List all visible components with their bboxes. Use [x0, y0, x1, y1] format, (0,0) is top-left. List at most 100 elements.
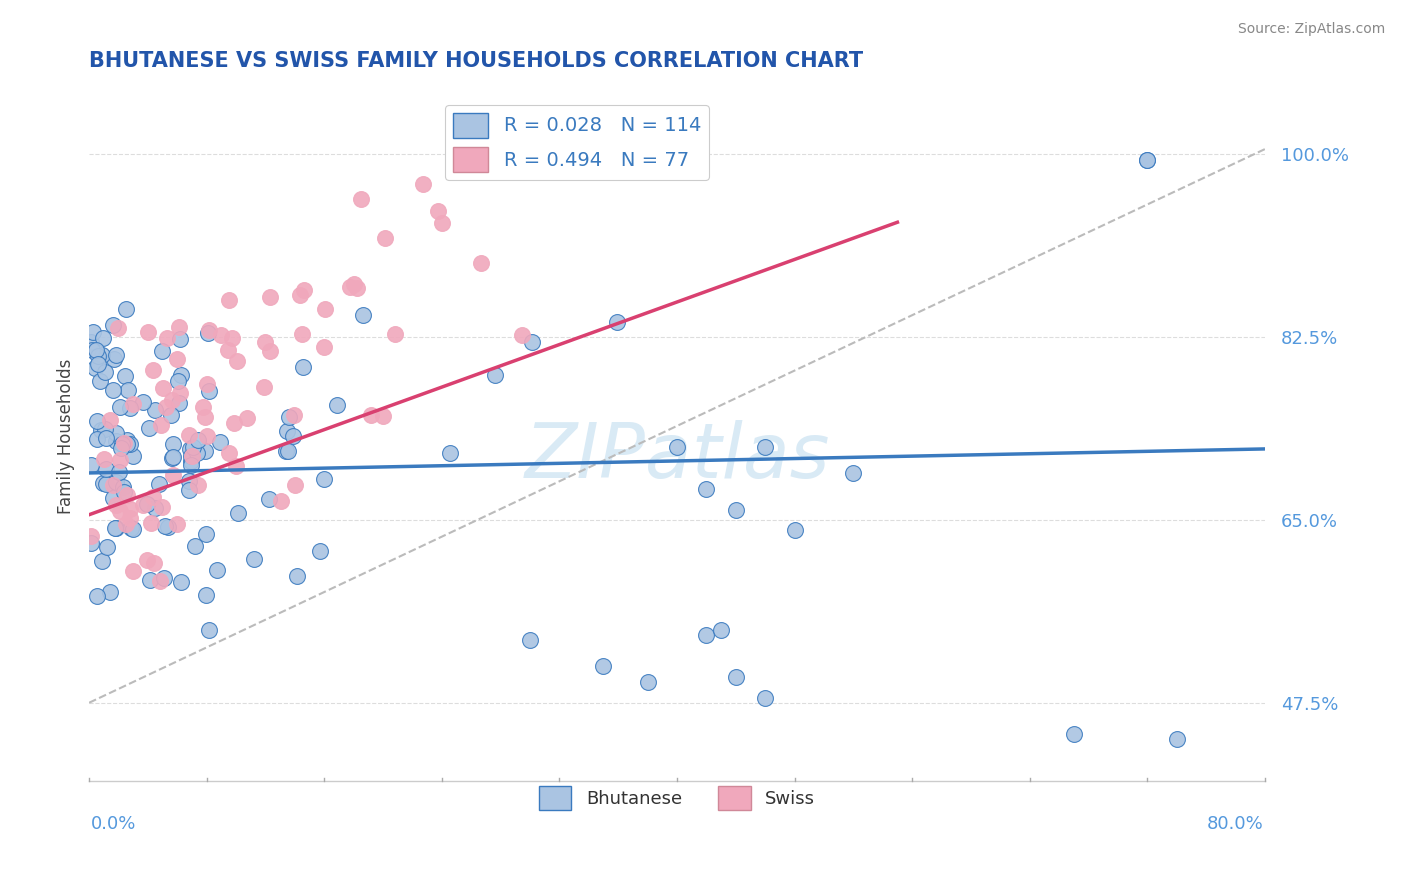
Point: [120, 502, 142, 516]
Point: [484, 368, 506, 383]
Point: [135, 553, 157, 567]
Point: [96, 540, 118, 554]
Point: [94, 365, 117, 379]
Point: [90, 423, 112, 437]
Point: [111, 437, 134, 451]
Point: [198, 384, 221, 399]
Point: [108, 453, 131, 467]
Point: [184, 539, 207, 553]
Point: [181, 449, 204, 463]
Y-axis label: Family Households: Family Households: [58, 359, 75, 514]
Point: [180, 454, 202, 468]
Point: [115, 433, 138, 447]
Point: [166, 517, 188, 532]
Point: [162, 437, 184, 451]
Point: [281, 429, 304, 443]
Point: [101, 477, 124, 491]
Point: [427, 203, 450, 218]
Point: [350, 192, 373, 206]
Point: [115, 437, 138, 451]
Point: [80, 536, 103, 550]
Point: [1136, 153, 1159, 167]
Point: [167, 320, 190, 334]
Point: [187, 478, 209, 492]
Point: [194, 527, 217, 541]
Point: [195, 588, 218, 602]
Point: [430, 216, 453, 230]
Point: [108, 504, 131, 518]
Point: [309, 544, 332, 558]
Point: [169, 385, 191, 400]
Point: [343, 277, 366, 292]
Point: [121, 564, 143, 578]
Point: [94, 422, 117, 436]
Point: [259, 290, 281, 304]
Point: [139, 516, 162, 531]
Point: [510, 328, 533, 343]
Text: 80.0%: 80.0%: [1206, 814, 1264, 832]
Point: [217, 343, 239, 357]
Point: [100, 413, 122, 427]
Point: [181, 440, 204, 454]
Point: [108, 465, 131, 479]
Point: [724, 502, 747, 516]
Point: [352, 308, 374, 322]
Point: [162, 392, 184, 407]
Point: [177, 474, 200, 488]
Point: [94, 462, 117, 476]
Point: [218, 293, 240, 307]
Point: [606, 314, 628, 328]
Point: [122, 397, 145, 411]
Point: [98, 585, 121, 599]
Point: [371, 409, 394, 424]
Point: [162, 450, 184, 464]
Point: [292, 283, 315, 297]
Point: [187, 433, 209, 447]
Point: [225, 458, 247, 473]
Point: [121, 522, 143, 536]
Point: [79, 528, 101, 542]
Point: [152, 381, 174, 395]
Point: [91, 331, 114, 345]
Point: [166, 375, 188, 389]
Point: [226, 506, 249, 520]
Point: [198, 624, 221, 638]
Point: [114, 516, 136, 531]
Point: [783, 524, 806, 538]
Point: [105, 498, 128, 512]
Point: [254, 334, 277, 349]
Text: 0.0%: 0.0%: [90, 814, 136, 832]
Point: [120, 436, 142, 450]
Point: [149, 574, 172, 589]
Point: [94, 431, 117, 445]
Point: [274, 443, 297, 458]
Point: [235, 411, 257, 425]
Point: [132, 394, 155, 409]
Point: [148, 476, 170, 491]
Point: [325, 398, 347, 412]
Point: [291, 327, 314, 342]
Point: [169, 396, 191, 410]
Point: [139, 573, 162, 587]
Point: [166, 351, 188, 366]
Point: [374, 231, 396, 245]
Point: [284, 477, 307, 491]
Point: [276, 424, 298, 438]
Point: [143, 501, 166, 516]
Point: [114, 369, 136, 384]
Point: [114, 302, 136, 317]
Point: [209, 328, 232, 343]
Point: [205, 563, 228, 577]
Point: [82, 343, 104, 358]
Point: [108, 400, 131, 414]
Point: [150, 417, 173, 432]
Point: [221, 331, 243, 345]
Point: [111, 480, 134, 494]
Point: [695, 628, 717, 642]
Point: [156, 331, 179, 345]
Point: [257, 492, 280, 507]
Point: [218, 446, 240, 460]
Point: [118, 510, 141, 524]
Point: [110, 442, 132, 456]
Point: [242, 552, 264, 566]
